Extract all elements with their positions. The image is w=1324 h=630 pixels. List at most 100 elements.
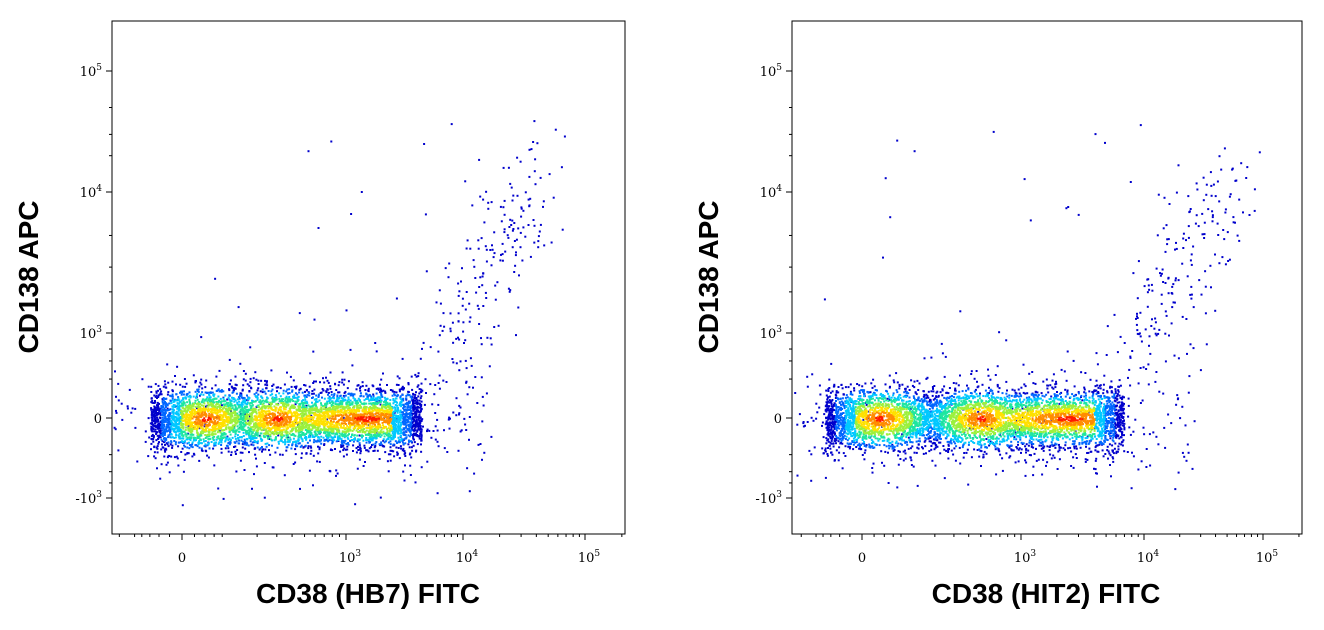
event-dot: [266, 442, 269, 445]
event-dot: [261, 403, 264, 406]
event-dot: [331, 401, 334, 404]
event-dot: [343, 392, 346, 394]
event-dot: [271, 400, 274, 403]
event-dot: [161, 423, 164, 426]
event-dot: [158, 409, 161, 412]
event-dot: [243, 438, 246, 441]
event-dot: [393, 455, 396, 458]
event-dot: [157, 389, 159, 392]
event-dot: [392, 422, 395, 425]
event-dot: [485, 248, 488, 251]
event-dot: [352, 406, 354, 409]
event-dot: [358, 427, 361, 430]
event-dot: [186, 452, 189, 454]
event-dot: [334, 409, 337, 412]
event-dot: [518, 274, 520, 277]
event-dot: [306, 409, 309, 412]
event-dot: [174, 420, 177, 423]
event-dot: [165, 418, 168, 421]
event-dot: [297, 405, 300, 408]
event-dot: [204, 443, 207, 446]
event-dot: [362, 424, 365, 427]
event-dot: [335, 469, 338, 472]
event-dot: [214, 433, 217, 436]
event-dot: [379, 425, 382, 428]
event-dot: [254, 433, 257, 436]
event-dot: [449, 312, 452, 315]
event-dot: [199, 438, 202, 441]
event-dot: [284, 424, 287, 427]
event-dot: [329, 387, 332, 390]
event-dot: [293, 394, 296, 397]
event-dot: [265, 387, 268, 390]
event-dot: [304, 429, 307, 431]
event-dot: [327, 391, 330, 394]
event-dot: [402, 423, 405, 426]
event-dot: [219, 421, 221, 424]
event-dot: [219, 431, 222, 434]
event-dot: [527, 198, 530, 201]
event-dot: [244, 414, 247, 417]
event-dot: [357, 445, 359, 448]
event-dot: [180, 421, 182, 424]
event-dot: [280, 402, 283, 404]
event-dot: [167, 445, 170, 448]
event-dot: [522, 209, 525, 212]
event-dot: [184, 410, 187, 413]
event-dot: [172, 418, 175, 421]
event-dot: [375, 410, 378, 413]
event-dot: [310, 411, 313, 414]
event-dot: [173, 427, 176, 430]
event-dot: [390, 421, 393, 424]
event-dot: [333, 435, 336, 438]
event-dot: [189, 408, 192, 411]
event-dot: [260, 429, 263, 432]
event-dot: [490, 343, 493, 346]
event-dot: [425, 270, 428, 273]
event-dot: [264, 383, 267, 386]
event-dot: [441, 329, 444, 332]
event-dot: [162, 403, 165, 406]
event-dot: [220, 421, 223, 424]
event-dot: [333, 409, 336, 412]
event-dot: [275, 425, 278, 428]
event-dot: [291, 390, 294, 393]
event-dot: [288, 398, 291, 401]
event-dot: [154, 414, 157, 417]
event-dot: [404, 421, 407, 424]
event-dot: [413, 425, 415, 427]
event-dot: [283, 383, 286, 386]
event-dot: [328, 422, 331, 425]
event-dot: [204, 449, 207, 452]
event-dot: [429, 346, 432, 349]
event-dot: [274, 394, 277, 397]
event-dot: [222, 411, 225, 414]
event-dot: [212, 438, 215, 441]
event-dot: [474, 277, 477, 279]
event-dot: [330, 436, 333, 439]
event-dot: [134, 426, 137, 429]
event-dot: [503, 213, 506, 216]
event-dot: [542, 205, 544, 208]
event-dot: [512, 194, 515, 197]
event-dot: [181, 416, 184, 419]
event-dot: [317, 445, 319, 448]
event-dot: [282, 389, 285, 392]
event-dot: [195, 444, 198, 447]
event-dot: [195, 380, 197, 382]
event-dot: [255, 378, 258, 381]
event-dot: [378, 396, 381, 399]
event-dot: [196, 398, 199, 401]
event-dot: [154, 425, 157, 428]
event-dot: [152, 435, 155, 437]
event-dot: [463, 417, 466, 420]
event-dot: [404, 452, 407, 455]
event-dot: [180, 410, 183, 413]
event-dot: [405, 394, 408, 397]
event-dot: [155, 412, 158, 414]
event-dot: [264, 405, 267, 408]
event-dot: [504, 250, 507, 253]
event-dot: [469, 247, 472, 250]
event-dot: [417, 418, 420, 421]
event-dot: [221, 429, 223, 432]
